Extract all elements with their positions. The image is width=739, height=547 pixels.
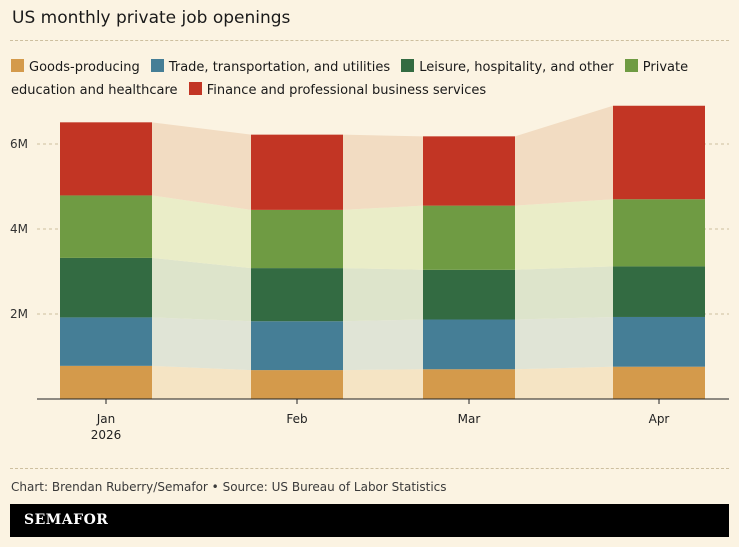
x-tick-label: Mar: [458, 412, 481, 426]
legend-swatch: [624, 59, 638, 72]
chart-legend: Goods-producing Trade, transportation, a…: [11, 56, 711, 102]
legend-label: Trade, transportation, and utilities: [168, 60, 391, 75]
bar-segment: [613, 105, 705, 200]
bar-segment: [251, 209, 343, 269]
flow-band: [152, 122, 251, 210]
flow-band: [152, 257, 251, 322]
divider: [10, 468, 729, 469]
flow-band: [152, 365, 251, 399]
bar-segment: [60, 257, 152, 318]
bar-segment: [251, 268, 343, 322]
chart-plot: 2M 4M 6M Jan 2026 Feb Mar Apr: [10, 105, 729, 442]
bar-segment: [251, 321, 343, 371]
bar-segment: [423, 269, 515, 320]
flow-band: [515, 366, 613, 399]
bar-segment: [613, 366, 705, 399]
legend-item: Finance and professional business servic…: [188, 82, 487, 98]
bar-segment: [60, 365, 152, 399]
legend-label: Leisure, hospitality, and other: [419, 60, 614, 75]
legend-item: Trade, transportation, and utilities: [150, 59, 391, 75]
flow-band: [343, 369, 423, 399]
bar-segment: [613, 199, 705, 267]
bar-segment: [613, 316, 705, 367]
flow-band: [515, 316, 613, 370]
divider: [10, 40, 729, 41]
bar-segment: [613, 266, 705, 317]
bar-segment: [60, 317, 152, 366]
x-tick-label: Feb: [286, 412, 307, 426]
chart-source: Chart: Brendan Ruberry/Semafor • Source:…: [11, 480, 447, 494]
legend-item: Private education and healthcare: [11, 59, 689, 98]
flow-band: [515, 266, 613, 320]
bar-segment: [423, 205, 515, 270]
chart-title: US monthly private job openings: [12, 8, 291, 28]
x-tick-label: 2026: [91, 428, 122, 442]
flow-band: [343, 205, 423, 270]
flow-band: [515, 199, 613, 270]
bar-segment: [60, 195, 152, 258]
x-tick-label: Apr: [649, 412, 670, 426]
y-tick-label: 2M: [10, 307, 28, 321]
bar-segment: [423, 369, 515, 399]
legend-label: Private education and healthcare: [11, 60, 689, 98]
legend-swatch: [188, 82, 202, 95]
flow-band: [152, 195, 251, 269]
bar-segment: [423, 136, 515, 206]
legend-item: Goods-producing: [11, 59, 140, 75]
x-tick-label: Jan: [96, 412, 116, 426]
footer-bar: SEMAFOR: [10, 504, 729, 537]
legend-swatch: [11, 59, 24, 72]
legend-swatch: [150, 59, 164, 72]
legend-item: Leisure, hospitality, and other: [401, 59, 614, 75]
flow-band: [152, 317, 251, 371]
legend-label: Finance and professional business servic…: [206, 83, 487, 98]
bar-segment: [60, 122, 152, 196]
flow-band: [343, 134, 423, 210]
y-tick-label: 4M: [10, 222, 28, 236]
flow-band: [515, 105, 613, 206]
flow-band: [343, 319, 423, 371]
legend-swatch: [401, 59, 415, 72]
bar-segment: [251, 134, 343, 210]
bar-segment: [423, 319, 515, 370]
bar-segment: [251, 370, 343, 399]
y-tick-label: 6M: [10, 137, 28, 151]
semafor-logo: SEMAFOR: [24, 512, 109, 528]
flow-band: [343, 268, 423, 322]
legend-label: Goods-producing: [29, 60, 140, 75]
